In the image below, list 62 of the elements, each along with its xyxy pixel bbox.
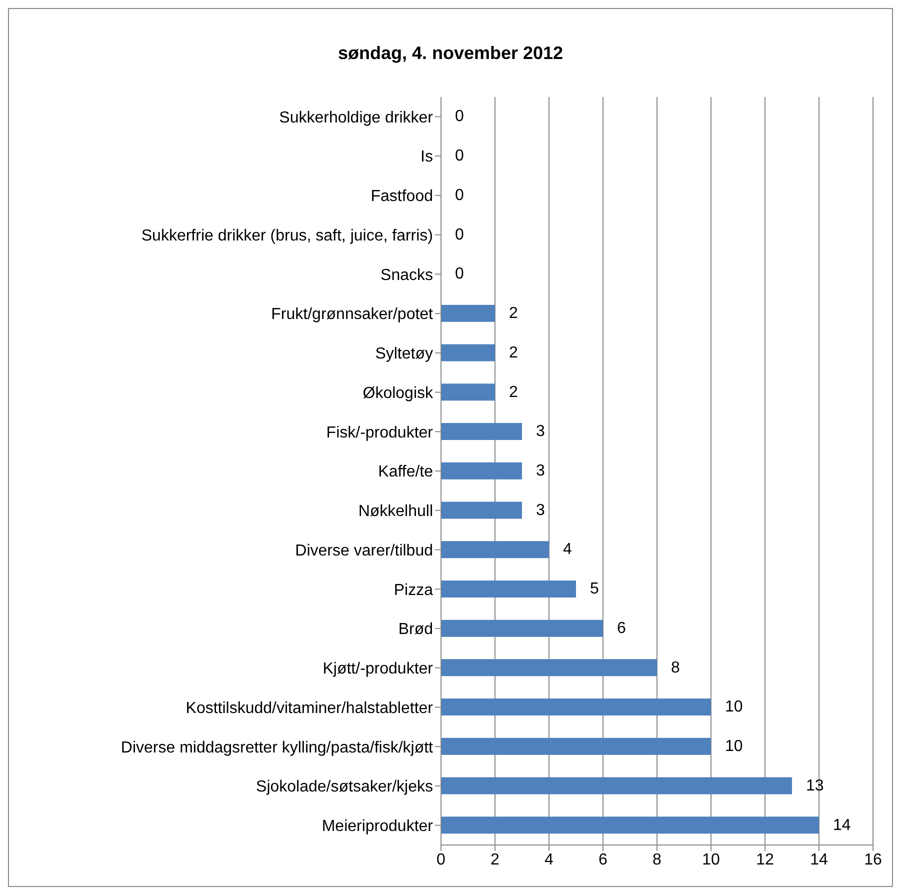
bar: [441, 541, 549, 558]
y-tick-label: Fisk/-produkter: [326, 424, 434, 442]
y-tick-label: Nøkkelhull: [358, 503, 433, 520]
y-tick-label: Snacks: [380, 266, 433, 284]
data-label: 0: [455, 226, 464, 244]
y-tick-label: Kosttilskudd/vitaminer/halstabletter: [186, 700, 434, 717]
chart-title: søndag, 4. november 2012: [336, 43, 564, 64]
y-tick-label: Sukkerholdige drikker: [279, 109, 434, 126]
x-tick-label: 8: [652, 851, 662, 868]
y-tick-label: Kjøtt/-produkter: [322, 660, 434, 678]
data-label: 3: [536, 423, 545, 440]
x-tick-label: 6: [598, 851, 608, 868]
data-label: 6: [617, 620, 626, 637]
data-label: 4: [563, 541, 572, 558]
bar: [441, 422, 522, 440]
y-tick-label: Brød: [398, 621, 433, 638]
y-tick-label: Meieriprodukter: [322, 818, 434, 835]
data-label: 13: [806, 777, 824, 794]
data-label: 2: [509, 305, 518, 322]
data-label: 3: [536, 462, 545, 480]
data-label: 0: [455, 148, 464, 165]
y-tick-label: Diverse varer/tilbud: [295, 542, 433, 560]
data-label: 2: [509, 344, 518, 362]
x-tick-label: 10: [702, 851, 720, 868]
y-tick-label: Diverse middagsretter kylling/pasta/fisk/kjøtt: [120, 739, 434, 756]
y-tick-label: Sjokolade/søtsaker/kjeks: [256, 778, 433, 796]
bar: [441, 698, 711, 716]
y-tick-label: Fastfood: [370, 188, 433, 206]
data-label: 8: [671, 659, 680, 676]
data-label: 0: [455, 108, 464, 126]
y-tick-label: Sukkerfrie drikker (brus, saft, juice, farris): [141, 227, 433, 244]
y-tick-label: Frukt/grønnsaker/potet: [271, 306, 434, 324]
x-tick-label: 14: [810, 851, 828, 868]
bar: [441, 344, 495, 362]
data-label: 10: [725, 738, 743, 756]
y-tick-label: Syltetøy: [375, 346, 433, 363]
data-label: 10: [725, 698, 743, 716]
y-tick-label: Kaffe/te: [378, 464, 434, 481]
x-tick-label: 16: [864, 851, 882, 868]
bar: [441, 384, 495, 401]
x-tick-label: 4: [544, 851, 554, 868]
x-tick-label: 12: [756, 851, 774, 868]
data-label: 0: [455, 266, 464, 283]
bar: [441, 816, 819, 834]
x-tick-label: 2: [490, 851, 500, 868]
bar: [441, 738, 711, 755]
data-label: 3: [536, 502, 545, 519]
y-tick-label: Is: [420, 148, 433, 166]
x-tick-label: 0: [436, 851, 446, 868]
data-label: 14: [833, 816, 851, 834]
y-tick-label: Pizza: [394, 582, 434, 599]
bar: [441, 659, 657, 676]
data-label: 5: [590, 580, 599, 598]
bar: [441, 777, 792, 794]
bar: [441, 580, 576, 598]
bar: [441, 620, 603, 637]
bar: [441, 304, 495, 322]
y-tick-label: Økologisk: [362, 384, 434, 402]
data-label: 0: [455, 186, 464, 204]
data-label: 2: [509, 384, 518, 401]
bar: [441, 502, 522, 519]
bar: [441, 462, 522, 480]
